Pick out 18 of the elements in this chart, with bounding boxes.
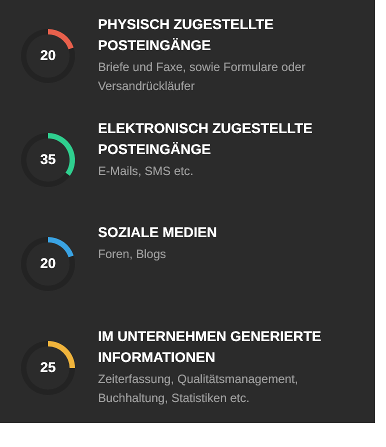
text: PHYSISCH ZUGESTELLTE POSTEINGÄNGE bbox=[98, 16, 274, 53]
text: ELEKTRONISCH ZUGESTELLTE POSTEINGÄNGE bbox=[98, 120, 312, 157]
donut-slice bbox=[48, 29, 74, 50]
donut-slice bbox=[21, 237, 75, 291]
donut-slice bbox=[21, 341, 75, 395]
text: SOZIALE MEDIEN bbox=[98, 224, 218, 240]
text: Zeiterfassung, Qualitätsmanagement, Buchhaltung, Statistiken etc. bbox=[98, 372, 298, 405]
text: Foren, Blogs bbox=[98, 247, 166, 261]
donut-slice bbox=[21, 29, 75, 83]
data-label: 20 bbox=[40, 255, 56, 271]
data-label: 35 bbox=[40, 151, 56, 167]
data-label: 20 bbox=[40, 47, 56, 63]
text: Briefe und Faxe, sowie Formulare oder Versandrückläufer bbox=[98, 60, 306, 93]
text: IM UNTERNEHMEN GENERIERTE INFORMATIONEN bbox=[98, 328, 322, 365]
data-label: 25 bbox=[40, 359, 56, 375]
donut-slice bbox=[48, 237, 74, 258]
text: E-Mails, SMS etc. bbox=[98, 164, 194, 178]
donut-slice bbox=[21, 133, 70, 187]
